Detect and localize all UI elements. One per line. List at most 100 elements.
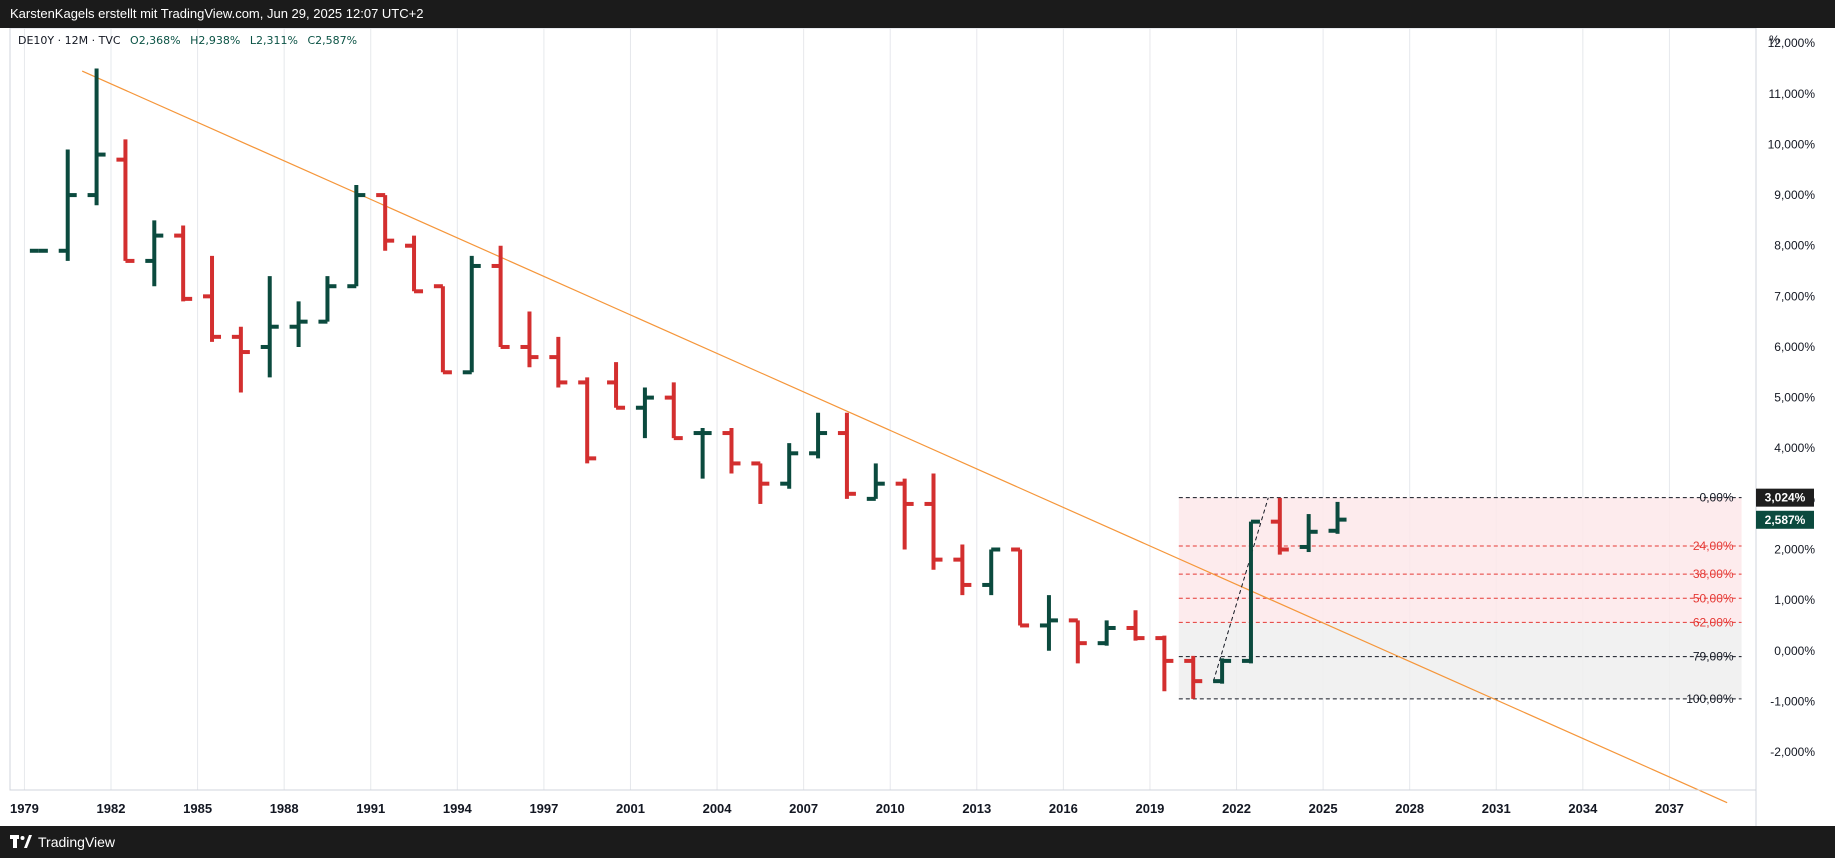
- x-tick-label: 1991: [356, 801, 385, 816]
- ohlc-bar[interactable]: [1328, 501, 1347, 534]
- ohlc-bar[interactable]: [809, 412, 828, 459]
- fib-level-label: 62,00%: [1693, 615, 1734, 629]
- tradingview-logo-icon: [10, 835, 32, 848]
- x-tick-label: 2004: [703, 801, 733, 816]
- x-tick-label: 2013: [962, 801, 991, 816]
- fib-level-label: 24,00%: [1693, 539, 1734, 553]
- x-tick-label: 2007: [789, 801, 818, 816]
- ohlc-bar[interactable]: [260, 276, 279, 378]
- ohlc-bar[interactable]: [866, 463, 885, 501]
- fib-zone: [1178, 598, 1742, 623]
- fib-level-label: 100,00%: [1686, 692, 1734, 706]
- price-badge: [1756, 488, 1814, 507]
- x-tick-label: 2028: [1395, 801, 1424, 816]
- ohlc-bar[interactable]: [1184, 655, 1203, 699]
- y-tick-label: 6,000%: [1774, 340, 1815, 354]
- fib-level-label: 0,00%: [1700, 491, 1734, 505]
- ohlc-bar[interactable]: [1097, 620, 1116, 646]
- ohlc-bar[interactable]: [1068, 618, 1087, 664]
- fib-level-label: 79,00%: [1693, 650, 1734, 664]
- y-tick-label: 0,000%: [1774, 644, 1815, 658]
- x-tick-label: 2022: [1222, 801, 1251, 816]
- ohlc-bar[interactable]: [87, 68, 106, 206]
- ohlc-bar[interactable]: [664, 382, 683, 441]
- ohlc-bar[interactable]: [58, 149, 77, 261]
- ohlc-bar[interactable]: [1011, 547, 1030, 628]
- ohlc-bar[interactable]: [924, 473, 943, 570]
- y-tick-label: -2,000%: [1770, 745, 1815, 759]
- ohlc-bar[interactable]: [895, 478, 914, 550]
- x-tick-label: 2019: [1135, 801, 1164, 816]
- y-tick-label: 10,000%: [1768, 137, 1816, 151]
- ohlc-bar[interactable]: [953, 544, 972, 596]
- ohlc-bar[interactable]: [780, 443, 799, 489]
- ohlc-bar[interactable]: [1241, 519, 1260, 664]
- y-tick-label: 7,000%: [1774, 289, 1815, 303]
- x-tick-label: 2034: [1568, 801, 1598, 816]
- attribution-bar: KarstenKagels erstellt mit TradingView.c…: [0, 0, 1835, 28]
- x-tick-label: 1988: [270, 801, 299, 816]
- brand-logo[interactable]: TradingView: [10, 826, 115, 858]
- legend-open: O2,368%: [130, 34, 181, 47]
- ohlc-bar[interactable]: [491, 245, 510, 349]
- y-tick-label: 4,000%: [1774, 441, 1815, 455]
- price-badge: [1756, 510, 1814, 529]
- y-tick-label: 9,000%: [1774, 188, 1815, 202]
- legend-high: H2,938%: [190, 34, 241, 47]
- ohlc-bar[interactable]: [693, 427, 712, 479]
- ohlc-bar[interactable]: [1126, 610, 1145, 641]
- ohlc-bar[interactable]: [462, 255, 481, 375]
- ohlc-bar[interactable]: [1270, 497, 1289, 555]
- fib-level-label: 50,00%: [1693, 591, 1734, 605]
- price-chart[interactable]: 0,00% 24,00% 38,00% 50,00% 62,00% 79,00% 100,0…: [0, 28, 1835, 826]
- y-tick-label: 11,000%: [1769, 87, 1816, 101]
- y-tick-label: 8,000%: [1774, 239, 1815, 253]
- ohlc-bar[interactable]: [520, 311, 539, 368]
- ohlc-bar[interactable]: [174, 225, 193, 302]
- ohlc-bar[interactable]: [1213, 658, 1232, 684]
- x-tick-label: 2016: [1049, 801, 1078, 816]
- y-tick-label: -1,000%: [1770, 694, 1815, 708]
- ohlc-bar[interactable]: [231, 326, 250, 393]
- legend-low: L2,311%: [249, 34, 298, 47]
- ohlc-bar[interactable]: [1039, 595, 1058, 651]
- x-tick-label: 2037: [1655, 801, 1684, 816]
- ohlc-bar[interactable]: [982, 547, 1001, 596]
- swing-line: [1212, 497, 1269, 682]
- y-tick-label: 2,000%: [1774, 543, 1815, 557]
- attribution-text: KarstenKagels erstellt mit TradingView.c…: [10, 6, 424, 21]
- ohlc-bar[interactable]: [116, 139, 135, 263]
- ohlc-bar[interactable]: [203, 255, 222, 342]
- y-tick-label: 12,000%: [1768, 36, 1816, 50]
- x-tick-label: 2031: [1482, 801, 1511, 816]
- symbol-legend: DE10Y · 12M · TVC O2,368% H2,938% L2,311…: [18, 34, 357, 47]
- ohlc-bar[interactable]: [549, 336, 568, 388]
- ohlc-bar[interactable]: [635, 387, 654, 439]
- ohlc-bar[interactable]: [837, 412, 856, 499]
- fib-zone: [1178, 497, 1742, 546]
- ohlc-bar[interactable]: [376, 193, 395, 251]
- x-tick-label: 1985: [183, 801, 212, 816]
- x-tick-label: 1997: [529, 801, 558, 816]
- fib-zone: [1178, 656, 1742, 699]
- brand-name: TradingView: [38, 834, 116, 850]
- ohlc-bar[interactable]: [751, 461, 770, 504]
- ohlc-bar[interactable]: [405, 235, 424, 294]
- ohlc-bar[interactable]: [347, 184, 366, 289]
- ohlc-bar[interactable]: [1155, 635, 1174, 692]
- fib-level-label: 38,00%: [1693, 567, 1734, 581]
- ohlc-bar[interactable]: [578, 377, 597, 464]
- x-tick-label: 1979: [10, 801, 39, 816]
- ohlc-bar[interactable]: [607, 362, 626, 410]
- brand-bar: TradingView: [0, 826, 1835, 858]
- x-tick-label: 1994: [443, 801, 473, 816]
- ohlc-bar[interactable]: [722, 427, 741, 474]
- ohlc-bar[interactable]: [318, 276, 337, 324]
- ohlc-bar[interactable]: [289, 301, 308, 347]
- ohlc-bar[interactable]: [1299, 514, 1318, 553]
- fib-zone: [1178, 622, 1742, 657]
- ohlc-bar[interactable]: [433, 284, 452, 375]
- x-tick-label: 2025: [1309, 801, 1338, 816]
- price-badge-label: 2,587%: [1765, 513, 1806, 527]
- ohlc-bar[interactable]: [145, 220, 164, 287]
